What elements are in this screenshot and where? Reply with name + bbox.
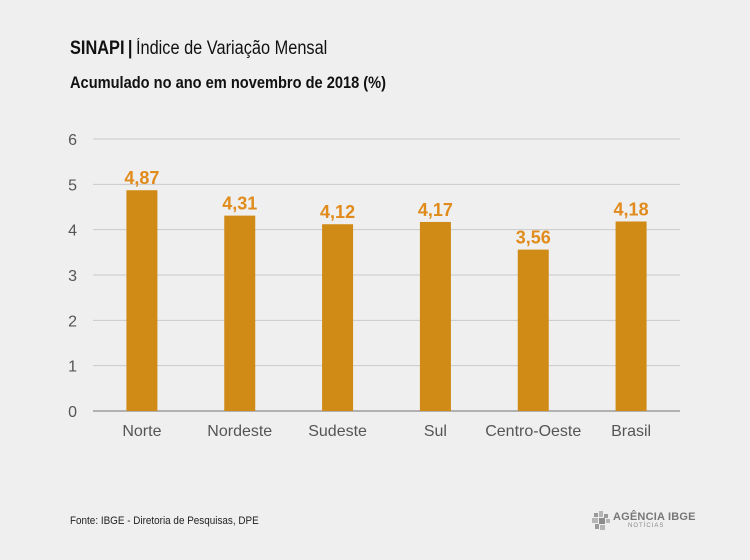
bar (126, 190, 158, 411)
x-tick-label: Centro-Oeste (485, 423, 581, 440)
x-tick-label: Nordeste (207, 423, 272, 440)
bar (224, 215, 256, 411)
data-label: 4,12 (320, 202, 355, 222)
x-tick-label: Sul (424, 423, 447, 440)
data-label: 4,18 (614, 200, 649, 220)
x-tick-label: Norte (122, 423, 161, 440)
y-tick-label: 3 (68, 268, 77, 285)
data-label: 4,87 (124, 168, 159, 188)
chart-title: SINAPI | Índice de Variação Mensal (70, 38, 327, 60)
y-tick-label: 1 (68, 359, 77, 376)
title-strong: SINAPI (70, 38, 125, 59)
ibge-logo-icon (592, 511, 610, 530)
logo-text: AGÊNCIA IBGE (613, 511, 696, 523)
bar (322, 224, 354, 411)
title-rest: Índice de Variação Mensal (135, 38, 328, 59)
y-tick-label: 2 (68, 313, 77, 330)
source-note: Fonte: IBGE - Diretoria de Pesquisas, DP… (70, 515, 259, 527)
bar-chart: 0 1 2 3 4 5 6 4,87 Norte 4,31 Nordeste 4,12 Sudeste 4… (68, 132, 680, 440)
agencia-ibge-logo: AGÊNCIA IBGE NOTÍCIAS (592, 510, 702, 534)
y-tick-label: 0 (68, 404, 77, 421)
y-tick-label: 6 (68, 132, 77, 149)
bar (517, 249, 549, 411)
title-separator: | (127, 38, 133, 59)
chart-subtitle: Acumulado no ano em novembro de 2018 (%) (70, 73, 387, 92)
y-tick-label: 4 (68, 223, 77, 240)
y-tick-label: 5 (68, 177, 77, 194)
x-tick-label: Sudeste (308, 423, 367, 440)
bar (615, 221, 647, 411)
data-label: 4,31 (222, 194, 257, 214)
data-label: 3,56 (516, 228, 551, 248)
x-tick-label: Brasil (611, 423, 651, 440)
bar (419, 221, 451, 411)
data-label: 4,17 (418, 200, 453, 220)
logo-subtext: NOTÍCIAS (628, 523, 665, 529)
